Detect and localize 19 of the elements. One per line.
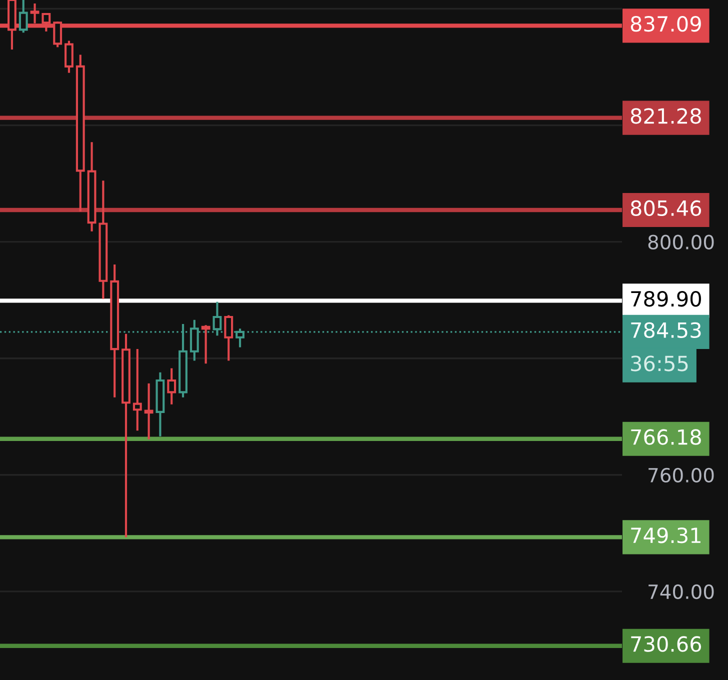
candlestick	[64, 40, 74, 74]
candlestick	[201, 324, 210, 365]
y-tick-label: 760.00	[648, 468, 714, 483]
y-tick-label: 740.00	[648, 584, 714, 600]
candlestick	[18, 0, 28, 34]
candlestick	[132, 348, 142, 432]
text: 36:55	[631, 356, 688, 372]
ref-line-label: 730.66	[631, 636, 702, 652]
ref-line-label: 789.90	[631, 290, 701, 307]
ref-line-label: 766.18	[631, 429, 701, 445]
ref-line-label: 821.28	[630, 108, 701, 124]
ref-line-label: 805.46	[630, 200, 702, 216]
candlestick	[167, 367, 176, 406]
ref-line-label: 837.09	[630, 16, 701, 32]
ref-line-label: 749.31	[631, 527, 700, 544]
ref-line-label: 784.53	[631, 322, 701, 338]
candlestick	[224, 314, 234, 362]
candlestick	[144, 382, 154, 440]
y-tick-label: 800.00	[648, 234, 714, 250]
